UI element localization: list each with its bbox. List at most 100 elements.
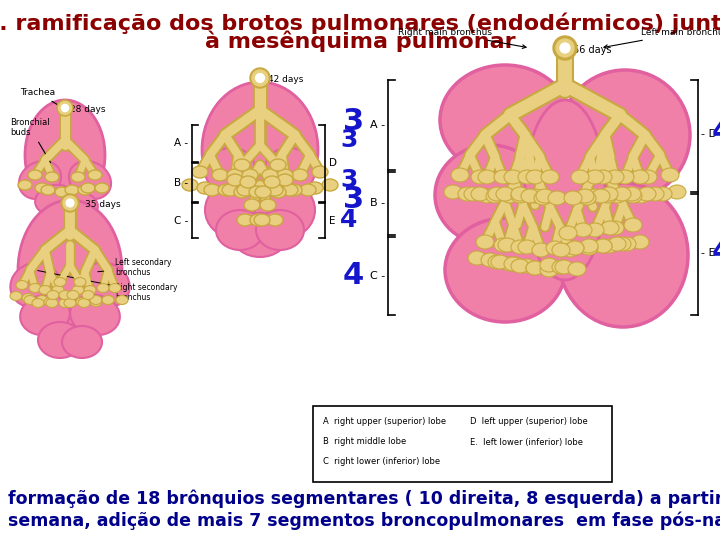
Text: E: E: [329, 215, 336, 226]
Ellipse shape: [218, 184, 234, 196]
Ellipse shape: [78, 185, 92, 195]
Ellipse shape: [586, 170, 604, 184]
Circle shape: [560, 43, 570, 53]
Ellipse shape: [580, 239, 598, 253]
Ellipse shape: [244, 199, 260, 211]
Ellipse shape: [234, 186, 250, 198]
Text: Trachea: Trachea: [20, 88, 60, 106]
Ellipse shape: [255, 182, 315, 238]
Ellipse shape: [541, 170, 559, 184]
Ellipse shape: [277, 174, 293, 186]
Text: 4: 4: [343, 260, 364, 289]
Ellipse shape: [35, 183, 49, 193]
Ellipse shape: [192, 166, 208, 178]
Text: à mesênquima pulmonar: à mesênquima pulmonar: [204, 30, 516, 51]
Ellipse shape: [237, 184, 253, 196]
Text: A  right upper (superior) lobe: A right upper (superior) lobe: [323, 417, 446, 427]
Ellipse shape: [586, 189, 604, 203]
Ellipse shape: [82, 291, 94, 300]
Ellipse shape: [39, 286, 51, 294]
FancyBboxPatch shape: [313, 406, 612, 482]
Ellipse shape: [286, 184, 302, 196]
Ellipse shape: [69, 161, 111, 199]
Ellipse shape: [28, 170, 42, 180]
Ellipse shape: [55, 187, 69, 197]
Ellipse shape: [606, 221, 624, 235]
Circle shape: [63, 196, 77, 210]
Ellipse shape: [638, 187, 656, 201]
Circle shape: [252, 70, 268, 86]
Text: 28 days: 28 days: [70, 105, 106, 114]
Ellipse shape: [102, 295, 114, 305]
Ellipse shape: [566, 241, 584, 255]
Ellipse shape: [74, 278, 86, 287]
Ellipse shape: [576, 189, 594, 203]
Ellipse shape: [78, 299, 90, 307]
Ellipse shape: [555, 260, 573, 274]
Ellipse shape: [282, 184, 298, 196]
Ellipse shape: [234, 159, 250, 171]
Ellipse shape: [478, 170, 496, 184]
Ellipse shape: [486, 189, 504, 203]
Ellipse shape: [518, 240, 536, 254]
Text: A -: A -: [370, 120, 385, 130]
Ellipse shape: [52, 286, 64, 294]
Ellipse shape: [440, 65, 570, 175]
Ellipse shape: [478, 189, 496, 203]
Text: 4: 4: [712, 118, 720, 146]
Ellipse shape: [661, 168, 679, 182]
Ellipse shape: [10, 292, 22, 300]
Ellipse shape: [35, 185, 75, 215]
Ellipse shape: [90, 298, 102, 307]
Ellipse shape: [511, 189, 529, 203]
Ellipse shape: [599, 189, 617, 203]
Ellipse shape: [504, 170, 522, 184]
Circle shape: [553, 36, 577, 60]
Ellipse shape: [18, 200, 122, 340]
Ellipse shape: [202, 82, 318, 218]
Ellipse shape: [511, 187, 529, 201]
Ellipse shape: [250, 214, 266, 226]
Ellipse shape: [216, 210, 264, 250]
Ellipse shape: [574, 223, 592, 237]
Ellipse shape: [265, 148, 315, 192]
Ellipse shape: [270, 186, 286, 198]
Ellipse shape: [600, 187, 618, 201]
Ellipse shape: [613, 237, 631, 251]
Ellipse shape: [552, 260, 570, 274]
Ellipse shape: [59, 291, 71, 300]
Circle shape: [57, 100, 73, 116]
Text: 35 days: 35 days: [85, 200, 121, 209]
Ellipse shape: [606, 170, 624, 184]
Ellipse shape: [22, 294, 34, 302]
Text: 3: 3: [343, 107, 364, 137]
Ellipse shape: [262, 169, 278, 181]
Ellipse shape: [458, 187, 476, 201]
Ellipse shape: [18, 180, 32, 190]
Ellipse shape: [65, 185, 79, 195]
Text: C -: C -: [174, 215, 188, 226]
Ellipse shape: [19, 161, 61, 199]
Ellipse shape: [32, 299, 44, 307]
Ellipse shape: [20, 295, 70, 335]
Text: Right main bronchus: Right main bronchus: [398, 28, 526, 49]
Ellipse shape: [71, 172, 85, 182]
Ellipse shape: [204, 184, 220, 196]
Ellipse shape: [264, 176, 280, 188]
Ellipse shape: [25, 100, 105, 210]
Ellipse shape: [242, 169, 258, 181]
Ellipse shape: [578, 191, 596, 205]
Ellipse shape: [559, 226, 577, 240]
Ellipse shape: [511, 259, 529, 273]
Ellipse shape: [292, 169, 308, 181]
Ellipse shape: [54, 278, 66, 287]
Ellipse shape: [36, 295, 48, 305]
Ellipse shape: [97, 284, 109, 293]
Ellipse shape: [240, 176, 256, 188]
Ellipse shape: [571, 170, 589, 184]
Ellipse shape: [81, 183, 95, 193]
Ellipse shape: [608, 189, 626, 203]
Text: D: D: [329, 159, 337, 168]
Ellipse shape: [491, 255, 509, 269]
Ellipse shape: [586, 223, 604, 237]
